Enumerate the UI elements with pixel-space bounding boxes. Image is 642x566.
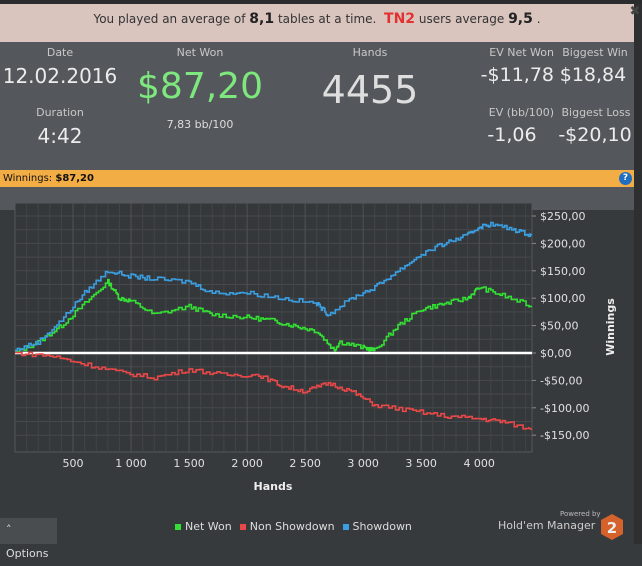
duration-value: 4:42	[37, 124, 83, 148]
y-tick-label: $50,00	[540, 320, 579, 333]
hands-value: 4455	[321, 68, 419, 112]
ev-bb-value: -1,06	[487, 124, 537, 146]
banner-text: .	[536, 12, 541, 26]
biggest-win-value: $18,84	[559, 64, 627, 86]
ev-bb-label: EV (bb/100)	[488, 106, 554, 119]
hem-logo-icon: 2	[601, 514, 623, 540]
y-tick-label: -$100,00	[540, 402, 589, 415]
hands-label: Hands	[352, 46, 388, 59]
y-tick-label: $250,00	[540, 210, 586, 223]
top-strip	[0, 0, 642, 4]
banner-text: You played an average of	[93, 12, 246, 26]
series-line-showdown	[15, 221, 533, 352]
net-won-value: $87,20	[137, 66, 263, 107]
series-line-net-won	[15, 278, 533, 353]
average-tables-banner: You played an average of 8,1 tables at a…	[0, 4, 634, 42]
banner-text: tables at a time.	[277, 12, 377, 26]
powered-by: Powered by	[560, 510, 601, 518]
biggest-loss-value: -$20,10	[558, 124, 632, 146]
brand-label: Hold'em Manager	[498, 519, 596, 532]
winnings-label: Winnings:	[3, 173, 53, 184]
net-won-label: Net Won	[176, 46, 224, 59]
ev-net-won-value: -$11,78	[480, 64, 554, 86]
options-label: Options	[6, 547, 49, 560]
window-edge	[634, 4, 642, 544]
winnings-bar: Winnings: $87,20	[0, 170, 634, 187]
date-label: Date	[46, 46, 74, 59]
bb-per-100: 7,83 bb/100	[166, 118, 234, 131]
users-average-value: 9,5	[508, 11, 533, 27]
biggest-win-label: Biggest Win	[562, 46, 628, 59]
chart-legend: Net Won Non Showdown Showdown	[175, 520, 412, 533]
series-line-non-showdown	[15, 351, 533, 431]
y-tick-label: $0,00	[540, 347, 572, 360]
legend-showdown[interactable]: Showdown	[342, 520, 412, 533]
y-tick-label: $200,00	[540, 237, 586, 250]
winnings-chart: 500 1 000 1 500 2 000 2 500 3 000 3 500 4 000 $2…	[14, 202, 617, 493]
svg-text:2: 2	[607, 519, 617, 537]
y-tick-label: $150,00	[540, 265, 586, 278]
x-tick-label: 1 000	[115, 457, 147, 470]
y-tick-label: -$150,00	[540, 429, 589, 442]
help-icon[interactable]: ?	[619, 172, 632, 185]
x-tick-label: 2 000	[231, 457, 263, 470]
duration-label: Duration	[36, 106, 84, 119]
x-axis-title: Hands	[254, 480, 293, 493]
date-value: 12.02.2016	[2, 64, 118, 88]
legend-non-showdown[interactable]: Non Showdown	[239, 520, 335, 533]
y-tick-label: -$50,00	[540, 374, 582, 387]
biggest-loss-label: Biggest Loss	[561, 106, 631, 119]
ev-net-won-label: EV Net Won	[489, 46, 554, 59]
banner-text: users average	[418, 12, 505, 26]
legend-net-won[interactable]: Net Won	[175, 520, 232, 533]
x-tick-label: 4 000	[463, 457, 495, 470]
chevron-up-icon: ˄	[6, 523, 12, 536]
x-tick-label: 3 500	[405, 457, 437, 470]
brand-name: TN2	[384, 11, 416, 27]
winnings-value: $87,20	[55, 173, 94, 184]
x-tick-label: 2 500	[289, 457, 321, 470]
x-tick-label: 3 000	[347, 457, 379, 470]
tables-value: 8,1	[249, 11, 275, 27]
close-icon[interactable]: ✖	[629, 4, 641, 19]
y-tick-label: $100,00	[540, 292, 586, 305]
y-axis-title: Winnings	[604, 298, 617, 356]
x-tick-label: 1 500	[173, 457, 205, 470]
x-tick-label: 500	[63, 457, 84, 470]
options-button[interactable]: ˄ Options	[0, 518, 57, 560]
